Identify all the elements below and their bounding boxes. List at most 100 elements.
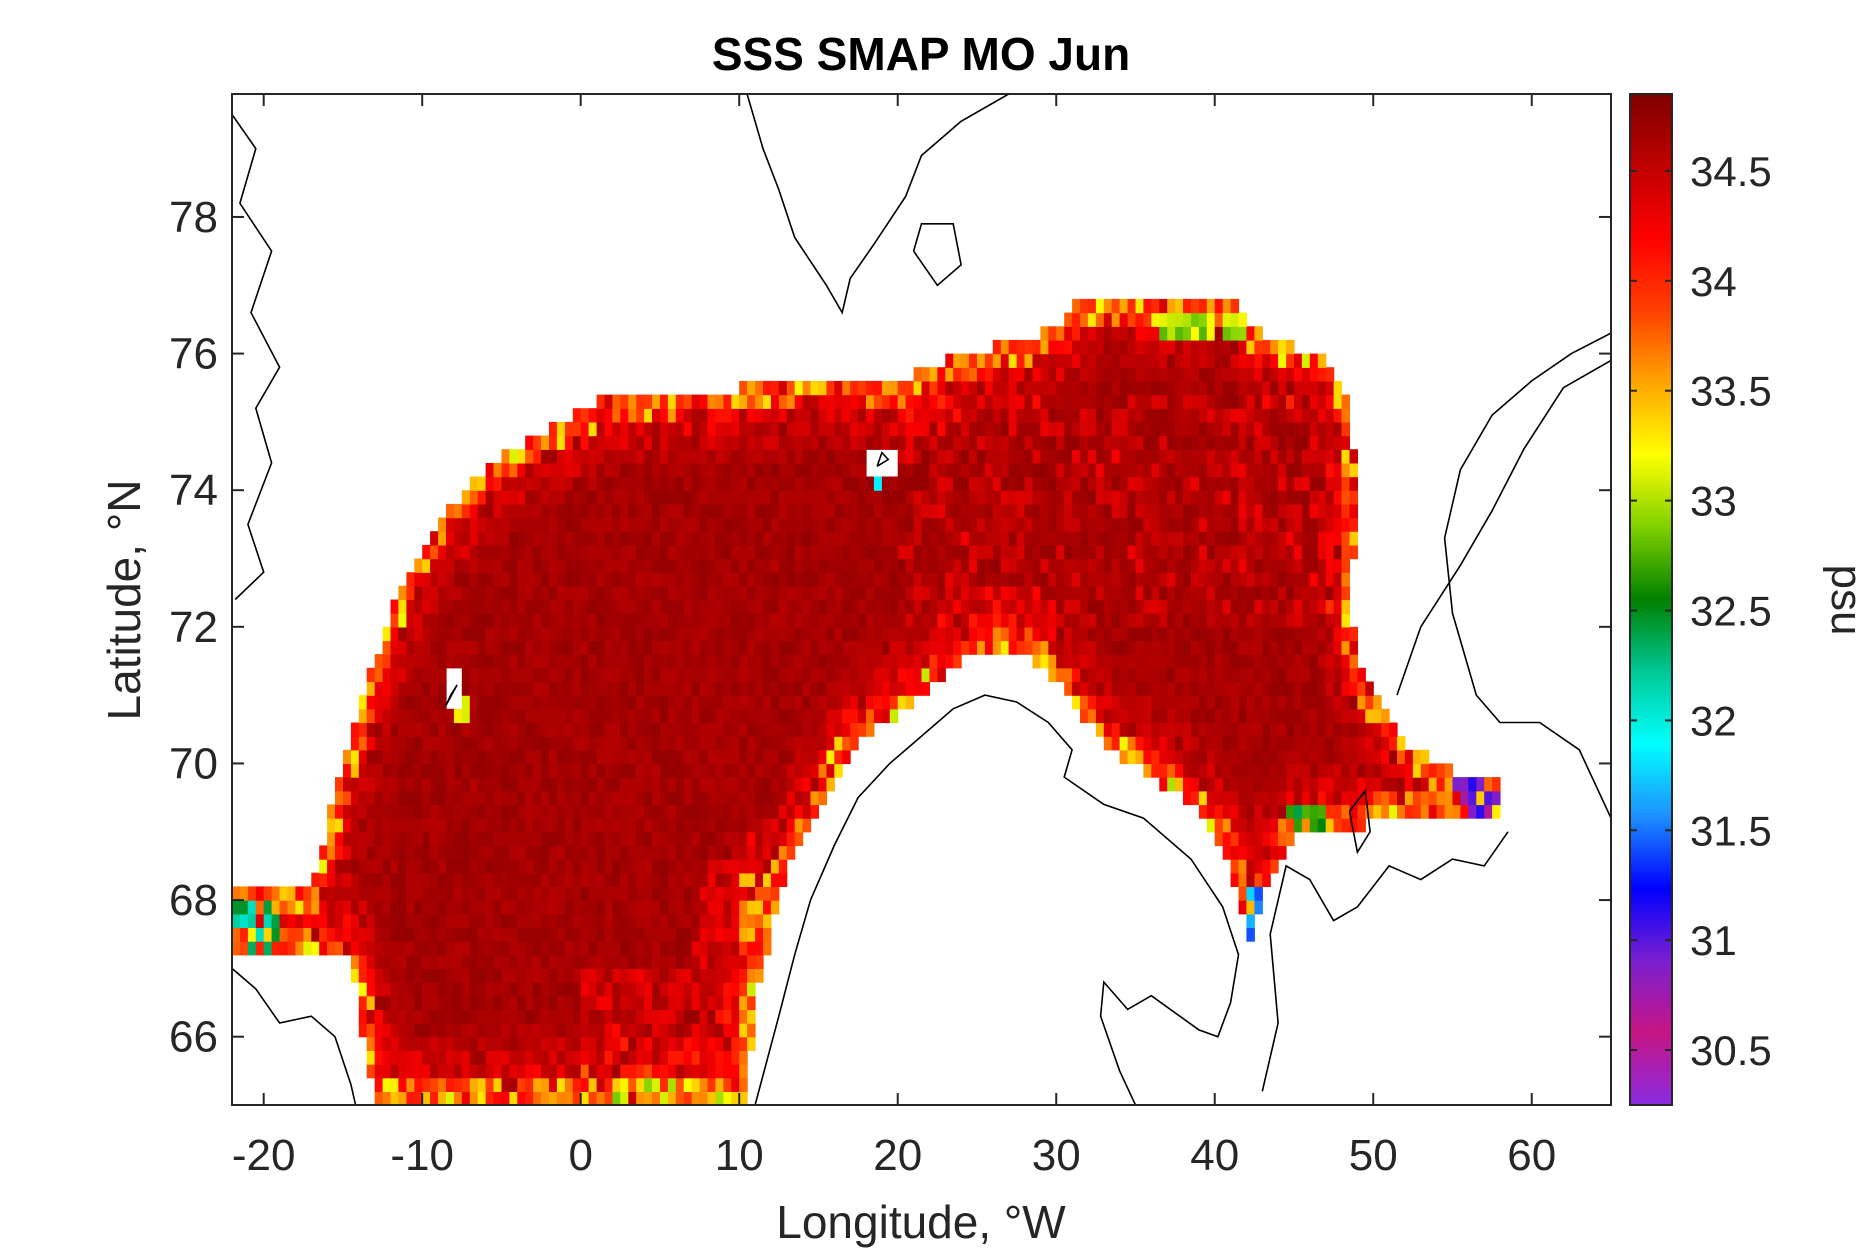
salinity-cell — [731, 421, 740, 437]
salinity-cell — [580, 722, 590, 737]
salinity-cell — [453, 531, 463, 546]
salinity-cell — [1278, 476, 1287, 491]
salinity-cell — [929, 367, 938, 382]
salinity-cell — [1294, 408, 1303, 423]
salinity-cell — [1206, 585, 1216, 601]
salinity-cell — [897, 626, 907, 642]
salinity-cell — [660, 558, 669, 573]
salinity-cell — [842, 654, 851, 669]
salinity-cell — [493, 599, 502, 614]
salinity-cell — [739, 1050, 748, 1065]
salinity-cell — [1191, 654, 1200, 669]
salinity-cell — [525, 544, 534, 560]
salinity-cell — [675, 927, 685, 942]
salinity-cell — [636, 1064, 645, 1079]
salinity-cell — [588, 763, 598, 778]
salinity-cell — [834, 517, 843, 532]
salinity-cell — [723, 613, 732, 628]
salinity-cell — [969, 626, 978, 642]
salinity-cell — [1317, 476, 1327, 491]
salinity-cell — [501, 585, 510, 601]
salinity-cell — [1048, 326, 1057, 341]
salinity-cell — [667, 1050, 677, 1065]
salinity-cell — [1135, 503, 1144, 519]
salinity-cell — [620, 585, 629, 601]
salinity-cell — [810, 640, 819, 655]
salinity-cell — [818, 749, 827, 765]
salinity-cell — [541, 1036, 550, 1051]
salinity-cell — [1309, 503, 1319, 519]
salinity-cell — [620, 503, 629, 519]
salinity-cell — [707, 831, 716, 847]
salinity-cell — [992, 476, 1002, 491]
salinity-cell — [636, 900, 645, 915]
salinity-cell — [1080, 394, 1089, 409]
salinity-cell — [572, 599, 582, 614]
salinity-cell — [1159, 681, 1168, 696]
salinity-cell — [873, 380, 883, 396]
salinity-cell — [255, 941, 265, 956]
salinity-cell — [580, 449, 590, 464]
salinity-cell — [699, 394, 709, 409]
salinity-cell — [453, 777, 463, 792]
salinity-cell — [382, 968, 392, 983]
salinity-cell — [628, 736, 637, 751]
salinity-cell — [1008, 435, 1018, 450]
salinity-cell — [453, 654, 463, 669]
salinity-cell — [549, 1091, 558, 1105]
salinity-cell — [1198, 490, 1208, 505]
salinity-cell — [1072, 449, 1081, 464]
salinity-cell — [509, 462, 518, 478]
salinity-cell — [1333, 394, 1343, 409]
salinity-cell — [461, 900, 471, 915]
salinity-cell — [1143, 613, 1152, 628]
salinity-cell — [644, 763, 653, 778]
salinity-cell — [374, 736, 384, 751]
salinity-cell — [1175, 312, 1184, 327]
salinity-cell — [913, 490, 923, 505]
salinity-cell — [794, 749, 804, 765]
salinity-cell — [961, 394, 970, 409]
salinity-cell — [1428, 777, 1438, 792]
salinity-cell — [604, 1009, 613, 1024]
salinity-cell — [1238, 490, 1247, 505]
salinity-cell — [374, 913, 384, 928]
salinity-cell — [715, 1091, 724, 1105]
salinity-cell — [1262, 462, 1271, 478]
salinity-cell — [675, 667, 685, 683]
salinity-cell — [1072, 490, 1081, 505]
salinity-cell — [644, 681, 653, 696]
salinity-cell — [446, 1023, 455, 1038]
salinity-cell — [873, 394, 883, 409]
salinity-cell — [1127, 626, 1137, 642]
salinity-cell — [541, 1023, 550, 1038]
salinity-cell — [1143, 708, 1152, 724]
salinity-cell — [683, 995, 693, 1010]
salinity-cell — [707, 804, 716, 819]
salinity-cell — [493, 1050, 502, 1065]
salinity-cell — [572, 1064, 582, 1079]
salinity-cell — [406, 763, 415, 778]
salinity-cell — [1246, 517, 1255, 532]
salinity-cell — [636, 1023, 645, 1038]
salinity-cell — [1008, 367, 1018, 382]
salinity-cell — [485, 1036, 495, 1051]
salinity-cell — [1175, 394, 1184, 409]
salinity-cell — [549, 681, 558, 696]
salinity-cell — [1230, 845, 1240, 860]
salinity-cell — [1325, 613, 1335, 628]
salinity-cell — [1000, 380, 1010, 396]
salinity-cell — [485, 777, 495, 792]
salinity-cell — [335, 845, 344, 860]
salinity-cell — [1262, 763, 1271, 778]
salinity-cell — [572, 886, 582, 901]
salinity-cell — [953, 476, 962, 491]
salinity-cell — [438, 913, 447, 928]
salinity-cell — [1278, 613, 1287, 628]
salinity-cell — [382, 831, 392, 847]
salinity-cell — [850, 449, 859, 464]
salinity-cell — [937, 367, 946, 382]
salinity-cell — [335, 913, 344, 928]
salinity-cell — [1246, 503, 1255, 519]
salinity-cell — [1278, 572, 1287, 587]
